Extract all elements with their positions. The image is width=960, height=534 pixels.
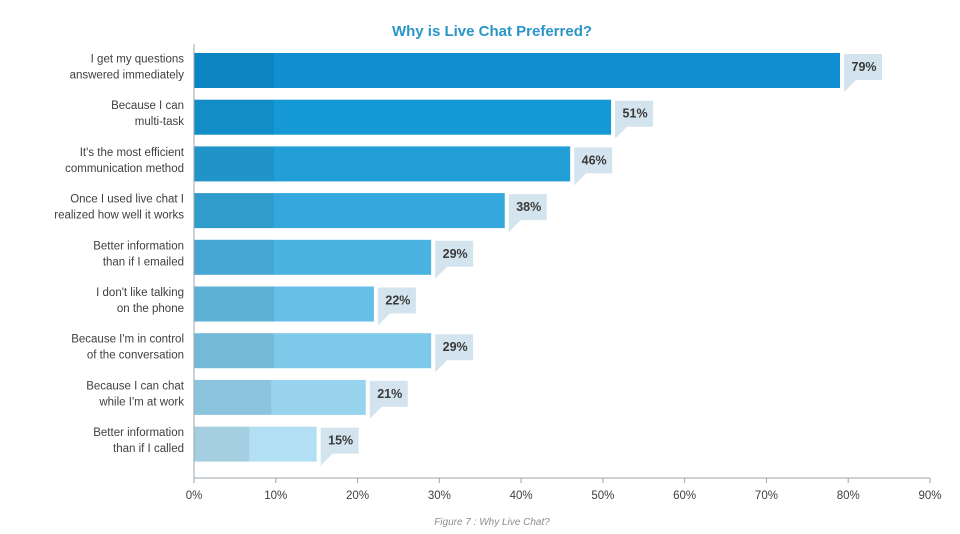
category-label: Better information xyxy=(93,427,184,439)
value-label: 79% xyxy=(852,60,877,74)
bar xyxy=(194,426,317,462)
category-label: of the conversation xyxy=(87,350,184,362)
category-label: I don't like talking xyxy=(96,287,184,299)
x-tick-label: 70% xyxy=(755,490,778,502)
value-label: 22% xyxy=(385,294,410,308)
x-tick-label: 10% xyxy=(264,490,287,502)
value-label: 46% xyxy=(582,153,607,167)
category-label: Better information xyxy=(93,240,184,252)
x-tick-label: 20% xyxy=(346,490,369,502)
category-label: Because I'm in control xyxy=(71,334,184,346)
value-callout xyxy=(435,240,474,279)
figure-caption: Figure 7 : Why Live Chat? xyxy=(434,517,550,528)
bar-shade xyxy=(194,146,274,182)
category-label: answered immediately xyxy=(70,70,185,82)
x-tick-label: 90% xyxy=(918,490,941,502)
category-label: It's the most efficient xyxy=(80,147,185,159)
x-tick-label: 0% xyxy=(186,490,203,502)
category-label: while I'm at work xyxy=(98,396,184,408)
value-callout xyxy=(574,147,613,186)
bar xyxy=(194,239,432,275)
chart-title: Why is Live Chat Preferred? xyxy=(392,23,592,40)
bar-shade xyxy=(194,99,274,135)
value-callout xyxy=(320,427,359,466)
bar-shade xyxy=(194,193,274,229)
bar xyxy=(194,193,505,229)
x-axis: 0% 10% 20% 30% 40% 50% 60% 70% 80% 90% xyxy=(186,44,942,502)
category-label: I get my questions xyxy=(91,54,185,66)
bars xyxy=(194,53,841,462)
value-label: 29% xyxy=(443,340,468,354)
category-label: realized how well it works xyxy=(54,210,184,222)
value-callout xyxy=(369,380,408,419)
value-callout xyxy=(377,287,416,326)
value-callout xyxy=(508,194,547,233)
value-label: 29% xyxy=(443,247,468,261)
bar-shade xyxy=(194,286,274,322)
bar-shade xyxy=(194,426,250,462)
category-label: on the phone xyxy=(117,303,184,315)
x-tick-label: 30% xyxy=(428,490,451,502)
category-label: Because I can chat xyxy=(86,380,185,392)
bar-shade xyxy=(194,53,274,88)
x-tick-label: 80% xyxy=(837,490,860,502)
value-label: 51% xyxy=(623,107,648,121)
value-callout xyxy=(435,334,474,373)
x-tick-label: 60% xyxy=(673,490,696,502)
category-label: multi-task xyxy=(135,116,184,128)
x-tick-label: 50% xyxy=(591,490,614,502)
bar xyxy=(194,286,374,322)
category-labels: I get my questions answered immediately Be… xyxy=(54,54,185,456)
bar-shade xyxy=(194,333,274,369)
bar xyxy=(194,53,841,88)
bar-shade xyxy=(194,239,274,275)
bar-shade xyxy=(194,379,272,415)
category-label: communication method xyxy=(65,163,184,175)
category-label: Once I used live chat I xyxy=(70,194,184,206)
bar xyxy=(194,146,571,182)
value-label: 38% xyxy=(516,200,541,214)
category-label: than if I called xyxy=(113,443,184,455)
bar xyxy=(194,99,612,135)
value-callout xyxy=(615,100,654,139)
category-label: than if I emailed xyxy=(103,256,184,268)
category-label: Because I can xyxy=(111,100,184,112)
x-tick-label: 40% xyxy=(510,490,533,502)
bar xyxy=(194,333,432,369)
value-callout xyxy=(844,54,883,92)
value-label: 15% xyxy=(328,434,353,448)
value-label: 21% xyxy=(377,387,402,401)
bar xyxy=(194,379,366,415)
value-labels: 79% 51% 46% 38% 29% 22% 29% 21% 15% xyxy=(320,54,883,466)
